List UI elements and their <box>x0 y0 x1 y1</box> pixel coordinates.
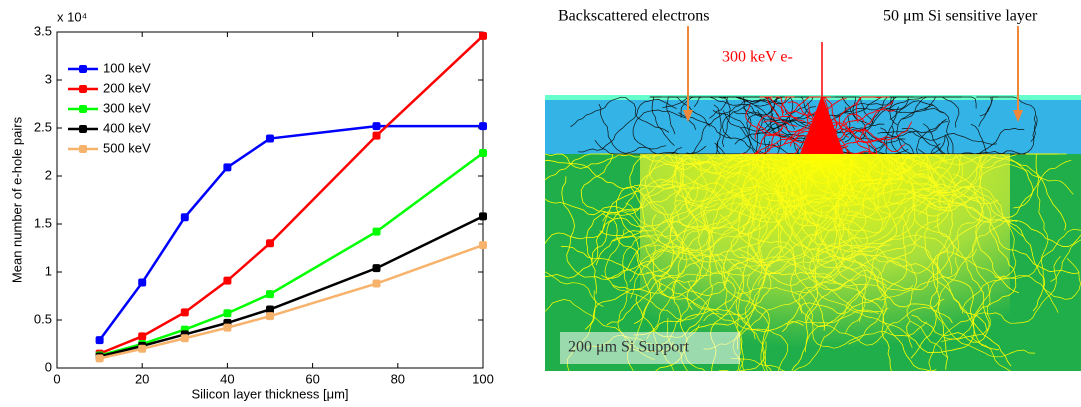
track <box>754 115 798 140</box>
data-point <box>479 148 487 157</box>
data-point <box>372 279 381 288</box>
track <box>821 96 906 144</box>
y-tick-label: 3.5 <box>34 23 52 38</box>
track <box>570 96 670 133</box>
y-scale-label: x 10⁴ <box>57 9 87 24</box>
legend-marker <box>79 85 87 93</box>
data-point <box>479 31 487 40</box>
x-tick-label: 40 <box>220 371 234 386</box>
data-point <box>372 122 381 131</box>
track <box>632 109 697 150</box>
track <box>545 159 675 190</box>
data-point <box>95 336 104 345</box>
track <box>784 96 831 116</box>
track <box>810 96 838 136</box>
label-sensitive: 50 μm Si sensitive layer <box>883 8 1038 25</box>
track <box>662 96 763 118</box>
track <box>709 96 796 130</box>
label-beam: 300 keV e- <box>722 49 793 66</box>
data-point <box>223 276 232 285</box>
track <box>838 96 865 138</box>
data-point <box>180 308 189 317</box>
track <box>649 96 675 146</box>
data-point <box>180 334 189 343</box>
track <box>755 131 805 155</box>
legend-label: 200 keV <box>103 80 151 95</box>
track <box>1036 159 1072 313</box>
data-point <box>266 239 274 248</box>
data-point <box>138 344 147 353</box>
data-point <box>223 323 232 332</box>
arrow-head <box>1013 110 1023 122</box>
track <box>877 130 997 145</box>
data-point <box>479 122 487 131</box>
data-point <box>266 134 274 143</box>
track <box>931 96 977 109</box>
x-tick-label: 100 <box>472 371 494 386</box>
support-label-box <box>560 332 740 364</box>
data-point <box>266 312 274 321</box>
data-point <box>372 227 381 236</box>
y-tick-label: 1.5 <box>34 215 52 230</box>
track <box>852 109 895 144</box>
legend-marker <box>79 145 87 153</box>
track <box>757 123 811 144</box>
x-tick-label: 0 <box>53 371 60 386</box>
legend-marker <box>79 105 87 113</box>
data-point <box>223 163 232 172</box>
y-axis-label: Mean number of e-hole pairs <box>9 116 24 283</box>
track <box>566 290 596 371</box>
track <box>718 96 765 148</box>
y-tick-label: 2.5 <box>34 119 52 134</box>
legend-marker <box>79 65 87 73</box>
track <box>889 100 954 155</box>
data-point <box>138 278 147 287</box>
track <box>855 96 890 123</box>
x-tick-label: 80 <box>391 371 405 386</box>
legend-label: 300 keV <box>103 100 151 115</box>
legend-label: 400 keV <box>103 120 151 135</box>
legend-label: 500 keV <box>103 140 151 155</box>
track <box>780 96 795 117</box>
data-point <box>372 131 381 140</box>
arrow-head <box>683 110 693 122</box>
red-core <box>800 95 844 154</box>
data-point <box>266 305 274 314</box>
data-point <box>266 290 274 299</box>
data-point <box>479 212 487 221</box>
y-tick-label: 2 <box>45 167 52 182</box>
track <box>978 96 1037 142</box>
y-tick-label: 0.5 <box>34 311 52 326</box>
data-point <box>138 332 147 341</box>
track <box>745 104 785 137</box>
data-point <box>223 309 232 318</box>
label-support: 200 μm Si Support <box>568 339 690 356</box>
y-tick-label: 3 <box>45 71 52 86</box>
legend-label: 100 keV <box>103 60 151 75</box>
legend-marker <box>79 125 87 133</box>
track <box>545 271 604 307</box>
y-tick-label: 0 <box>45 359 52 374</box>
track <box>1050 239 1081 282</box>
x-tick-label: 20 <box>135 371 149 386</box>
data-point <box>372 264 381 273</box>
data-point <box>180 213 189 222</box>
track <box>754 105 863 140</box>
data-point <box>479 241 487 250</box>
data-point <box>95 354 104 363</box>
track <box>666 96 721 135</box>
track <box>887 96 914 112</box>
label-backscatter: Backscattered electrons <box>558 8 709 25</box>
track <box>855 130 906 152</box>
track <box>577 99 677 153</box>
x-axis-label: Silicon layer thickness [μm] <box>191 386 348 401</box>
y-tick-label: 1 <box>45 263 52 278</box>
track <box>840 100 894 127</box>
simulation-image: Backscattered electrons 50 μm Si sensiti… <box>545 8 1081 371</box>
x-tick-label: 60 <box>305 371 319 386</box>
track <box>766 96 798 128</box>
